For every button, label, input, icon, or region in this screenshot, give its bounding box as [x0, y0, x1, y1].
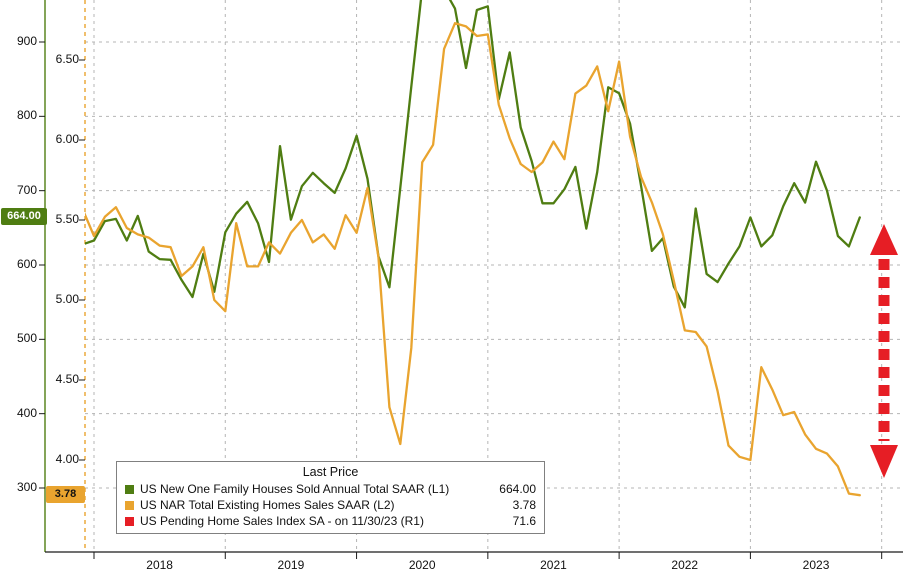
red-series-swatch-icon: [125, 516, 134, 526]
legend: Last Price US New One Family Houses Sold…: [116, 461, 545, 534]
legend-row: US Pending Home Sales Index SA - on 11/3…: [125, 513, 536, 529]
legend-label: US New One Family Houses Sold Annual Tot…: [140, 482, 450, 496]
legend-title: Last Price: [302, 465, 359, 479]
arrow-down-head-icon: [870, 445, 898, 478]
legend-label: US NAR Total Existing Homes Sales SAAR (…: [140, 498, 395, 512]
legend-value: 664.00: [499, 482, 536, 496]
arrow-up-head-icon: [870, 224, 898, 255]
legend-value: 71.6: [512, 514, 536, 528]
legend-label: US Pending Home Sales Index SA - on 11/3…: [140, 514, 424, 528]
legend-row: US New One Family Houses Sold Annual Tot…: [125, 481, 536, 497]
green-series-swatch-icon: [125, 484, 134, 494]
series-line-L2: [85, 22, 861, 497]
series-line-L1: [85, 0, 861, 309]
orange-series-swatch-icon: [125, 500, 134, 510]
last-price-badge-existing-home-sales: 3.78: [46, 486, 85, 503]
legend-row: US NAR Total Existing Homes Sales SAAR (…: [125, 497, 536, 513]
legend-value: 3.78: [512, 498, 536, 512]
last-price-badge-new-home-sales: 664.00: [1, 208, 47, 225]
